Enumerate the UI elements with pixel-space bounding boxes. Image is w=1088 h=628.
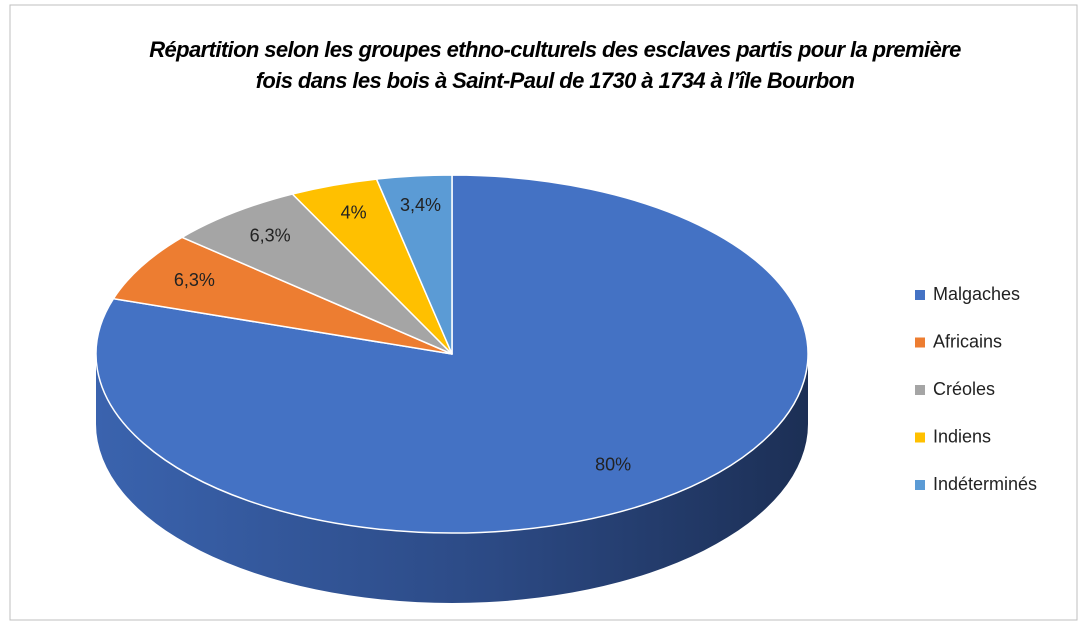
- data-label: 3,4%: [400, 195, 441, 215]
- pie-slice: [181, 193, 453, 355]
- data-label: 4%: [341, 203, 367, 223]
- pie-slice: [375, 174, 453, 355]
- legend-label: Indiens: [933, 426, 991, 446]
- pie-slice: [112, 236, 453, 355]
- pie-side: [96, 354, 808, 603]
- legend-swatch: [915, 385, 925, 395]
- data-label: 6,3%: [250, 226, 291, 246]
- data-label: 80%: [595, 454, 631, 474]
- legend-label: Créoles: [933, 379, 995, 399]
- data-label: 6,3%: [174, 270, 215, 290]
- legend-label: Africains: [933, 331, 1002, 351]
- legend-swatch: [915, 432, 925, 443]
- legend-label: Malgaches: [933, 284, 1020, 304]
- legend-swatch: [915, 480, 925, 490]
- chart-title: Répartition selon les groupes ethno-cult…: [149, 37, 961, 93]
- legend-swatch: [915, 337, 925, 348]
- legend-swatch: [915, 290, 925, 300]
- legend-label: Indéterminés: [933, 474, 1037, 494]
- pie-slice: [95, 174, 809, 534]
